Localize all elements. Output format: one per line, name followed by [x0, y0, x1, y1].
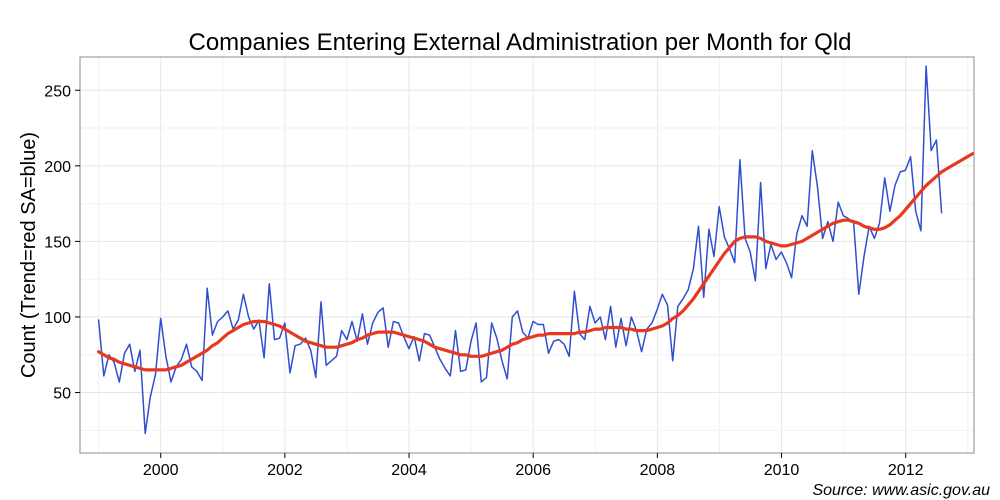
y-tick-label: 250 [44, 83, 71, 100]
y-tick-label: 150 [44, 234, 71, 251]
x-tick-label: 2006 [515, 462, 551, 479]
x-tick-label: 2000 [143, 462, 179, 479]
sa-series-line [97, 65, 943, 435]
y-tick-label: 200 [44, 159, 71, 176]
y-axis-ticks: 50 100 150 200 250 [44, 83, 80, 403]
y-axis-label: Count (Trend=red SA=blue) [18, 132, 40, 378]
source-note: Source: www.asic.gov.au [812, 482, 990, 499]
x-tick-label: 2004 [391, 462, 427, 479]
plot-frame [79, 56, 975, 454]
x-tick-label: 2008 [640, 462, 676, 479]
chart-title: Companies Entering External Administrati… [189, 29, 852, 56]
y-tick-label: 50 [53, 386, 71, 403]
x-axis-ticks: 2000 2002 2004 2006 2008 2010 2012 [143, 453, 924, 479]
x-tick-label: 2002 [267, 462, 303, 479]
y-tick-label: 100 [44, 310, 71, 327]
x-tick-label: 2012 [888, 462, 924, 479]
grid [80, 57, 974, 453]
x-tick-label: 2010 [764, 462, 800, 479]
trend-series-line [96, 152, 975, 372]
series-layer [96, 65, 975, 435]
